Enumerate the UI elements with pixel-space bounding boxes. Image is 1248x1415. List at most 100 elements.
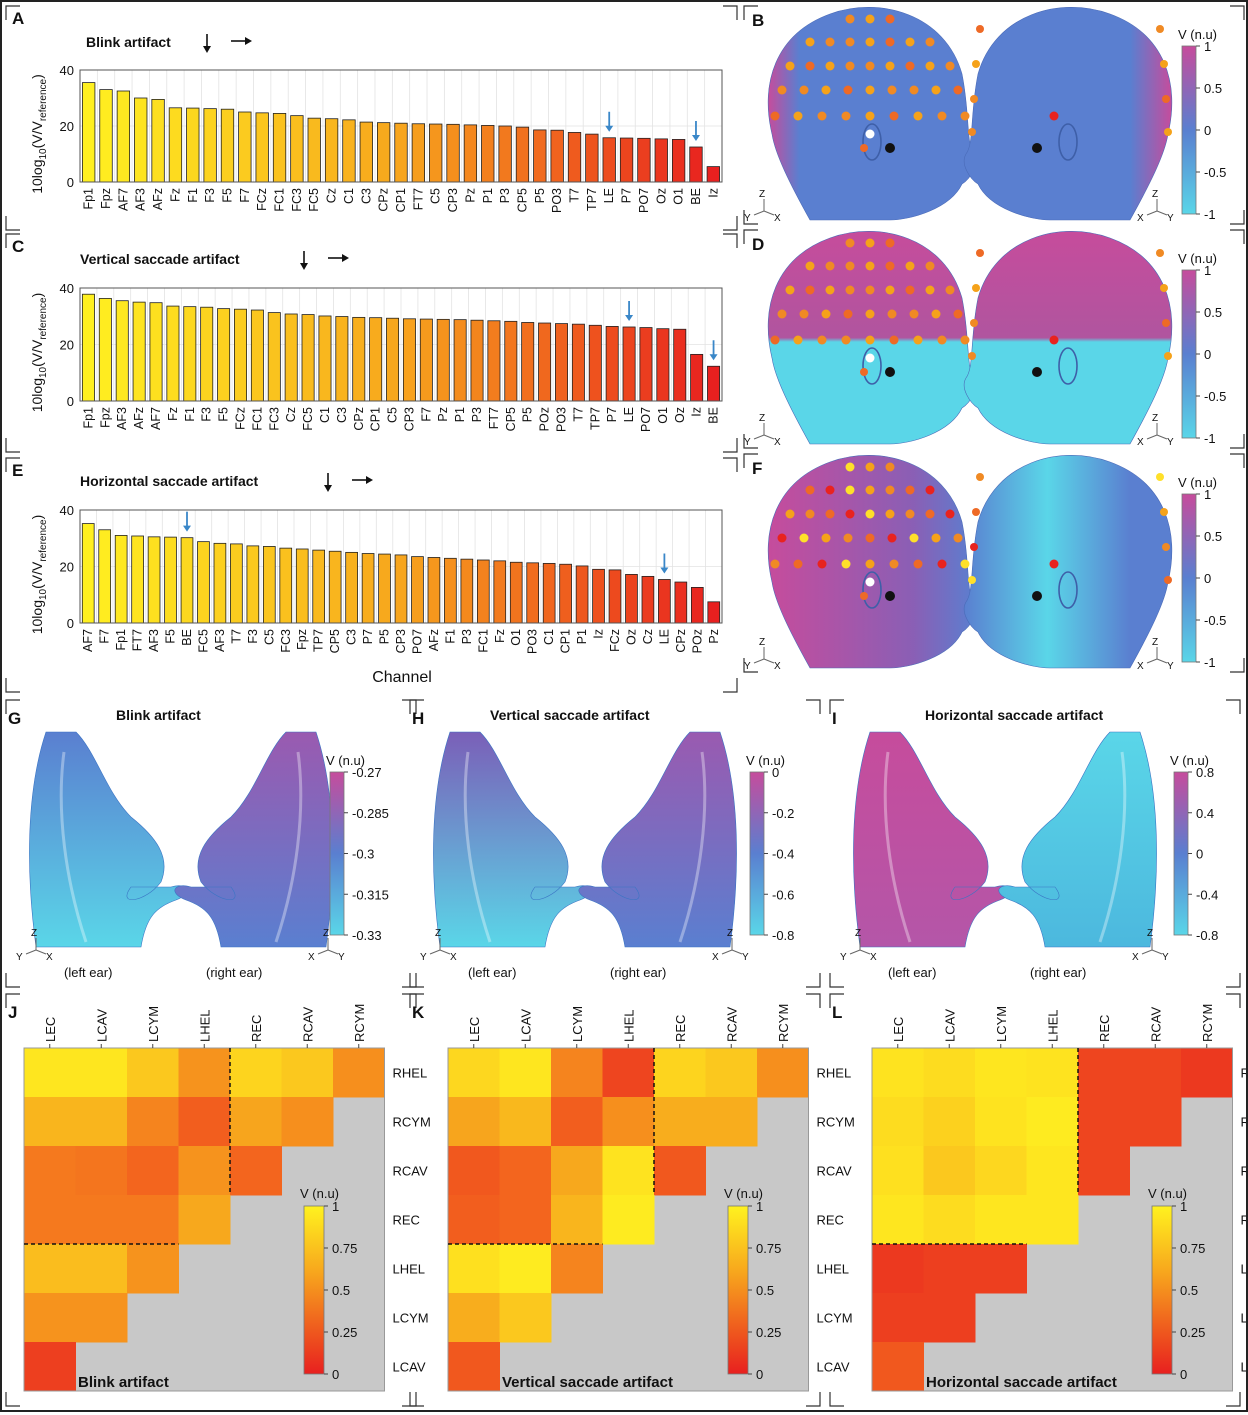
heatmap-row-label-L: LCYM — [1241, 1311, 1247, 1326]
heatmap-title-J: Blink artifact — [78, 1374, 169, 1391]
heatmap-row-label-L: LHEL — [1241, 1262, 1247, 1277]
heatmap-col-label-L: LHEL — [1045, 1009, 1060, 1042]
x-tick-label-E: BE — [180, 629, 194, 646]
x-tick-label-E: FC1 — [476, 629, 490, 653]
head-right-D-electrode — [968, 352, 976, 360]
bar-A-FT7 — [411, 123, 425, 183]
triad-right-H-axis — [731, 949, 743, 955]
bar-E-FC3 — [279, 547, 293, 624]
triad-right-B-axis-label: Z — [1152, 189, 1158, 200]
ear-left-G-fold — [59, 751, 88, 943]
panel-L-corner-br — [1226, 1392, 1241, 1407]
triad-right-B-axis — [1146, 210, 1158, 216]
head-right-F-electrode — [1164, 576, 1172, 584]
heatmap-row-label-J: RCAV — [393, 1164, 428, 1179]
bar-C-F1 — [183, 306, 197, 402]
x-tick-label-C: P3 — [470, 407, 484, 422]
head-left-F-electrode — [770, 559, 780, 569]
head-left-B-electrode — [865, 14, 875, 24]
head-left-D-electrode — [953, 309, 963, 319]
head-left-B-electrode — [770, 111, 780, 121]
bar-E-Iz — [592, 568, 605, 624]
heatmap-col-label-J: LEC — [43, 1017, 58, 1042]
panel-F-corner-br — [1230, 658, 1245, 673]
panel-D-colorbar-tick-label: -1 — [1204, 431, 1216, 446]
bar-C-F5 — [217, 308, 231, 402]
x-tick-label-A: FCz — [255, 188, 269, 211]
heatmap-cell-J-REC-LHEL — [178, 1195, 231, 1245]
head-left-D-electrode — [821, 309, 831, 319]
bar-C-P1 — [453, 319, 467, 402]
heatmap-cell-L-RHEL-REC — [1078, 1048, 1130, 1098]
head-left-B-electrode — [925, 37, 935, 47]
head-left-B-electrode — [825, 61, 835, 71]
heatmap-cell-J-RHEL-REC — [230, 1048, 282, 1098]
y-tick-label-C: 40 — [60, 281, 74, 296]
head-left-D-electrode — [925, 261, 935, 271]
triad-left-H-axis — [429, 949, 441, 955]
triad-right-F-axis — [1146, 658, 1158, 664]
heatmap-cell-K-RHEL-RCAV — [705, 1048, 758, 1098]
head-left-B-electrode — [865, 37, 875, 47]
heatmap-cell-J-LCYM-LEC — [24, 1293, 76, 1343]
heatmap-cell-L-RHEL-LHEL — [1026, 1048, 1079, 1098]
bar-E-FCz — [608, 569, 622, 624]
ear-label-left-I: (left ear) — [888, 965, 936, 980]
triad-right-H-axis-label: Z — [727, 928, 733, 939]
plot-frame-E — [79, 509, 723, 624]
bar-C-P3 — [470, 319, 484, 402]
y-tick-label-A: 20 — [60, 119, 74, 134]
head-left-B-electrode — [821, 85, 831, 95]
ear-left-H — [433, 731, 592, 948]
triad-left-F-axis-label: Z — [759, 637, 765, 648]
head-left-B-electrode — [793, 111, 803, 121]
bar-A-Fz — [168, 107, 183, 183]
x-tick-label-E: P7 — [361, 629, 375, 644]
panel-D-colorbar — [1181, 269, 1197, 439]
heatmap-cell-J-RCYM-RCAV — [281, 1097, 334, 1147]
head-left-B-electrode — [845, 61, 855, 71]
heatmap-cell-J-RCYM-LCAV — [75, 1097, 128, 1147]
x-tick-label-A: Oz — [654, 188, 668, 204]
panel-K-corner-bl — [409, 1392, 424, 1407]
triad-right-D-axis — [1146, 434, 1158, 440]
bar-C-C3 — [335, 316, 349, 402]
head-left-D-electrode — [845, 261, 855, 271]
x-tick-label-A: PO7 — [637, 188, 651, 213]
bar-A-Fp1 — [82, 82, 96, 183]
bar-C-CP5 — [504, 320, 518, 402]
triad-left-I-axis — [859, 949, 871, 955]
head-right-D-electrode — [1156, 249, 1164, 257]
heatmap-cell-L-REC-LEC — [872, 1195, 924, 1245]
triad-left-G-axis — [25, 949, 37, 955]
panel-I-corner-tr — [1226, 699, 1241, 714]
bar-A-FC1 — [272, 113, 287, 183]
triad-left-B-axis — [753, 210, 765, 216]
panel-K-corner-tl — [409, 993, 424, 1008]
heatmap-col-label-L: LCAV — [942, 1009, 957, 1042]
x-tick-label-A: P5 — [533, 188, 547, 203]
triad-left-I-axis-label: Y — [840, 952, 847, 963]
panel-F-colorbar-tick-label: 0.5 — [1204, 529, 1222, 544]
ear-label-right-H: (right ear) — [610, 965, 666, 980]
head-left-F-electrode — [953, 533, 963, 543]
x-tick-label-A: Fp1 — [82, 188, 96, 210]
head-left-D-electrode — [865, 261, 875, 271]
bar-A-FC5 — [307, 117, 321, 183]
triad-right-F-axis-label: X — [1137, 661, 1144, 672]
right-ear-electrode-F — [1049, 559, 1059, 569]
x-tick-label-E: Pz — [707, 629, 721, 644]
x-tick-label-E: F7 — [98, 629, 112, 644]
heatmap-title-K: Vertical saccade artifact — [502, 1374, 673, 1391]
bar-E-Fz — [493, 560, 507, 624]
ear-right-H — [578, 731, 737, 948]
head-right-F-electrode — [1162, 543, 1170, 551]
x-tick-label-A: LE — [602, 188, 616, 203]
bar-C-Oz — [673, 328, 687, 402]
right-arrow-head-icon — [366, 476, 373, 484]
heatmap-cell-K-RCYM-LCAV — [499, 1097, 552, 1147]
x-tick-label-C: LE — [622, 407, 636, 422]
triad-left-I-axis-label: X — [870, 952, 877, 963]
x-tick-label-E: AF3 — [213, 629, 227, 652]
